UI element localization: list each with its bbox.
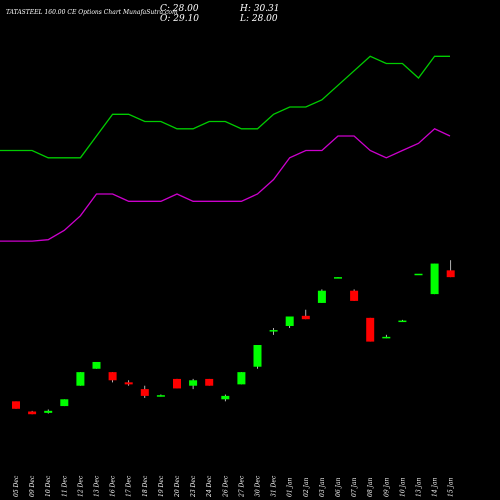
x-tick-label: 03 Jan bbox=[319, 477, 326, 497]
x-tick-label: 05 Dec bbox=[13, 475, 20, 497]
x-tick-label: 11 Dec bbox=[61, 475, 68, 497]
candle-bull bbox=[76, 372, 85, 386]
candle-bull bbox=[156, 395, 165, 397]
x-tick-label: 24 Dec bbox=[206, 475, 213, 498]
candle-bull bbox=[60, 399, 69, 407]
x-tick-label: 09 Jan bbox=[383, 477, 390, 497]
candle-bull bbox=[44, 410, 53, 413]
upper-band-line bbox=[0, 55, 450, 159]
x-tick-label: 23 Dec bbox=[190, 475, 197, 498]
candle-bear bbox=[173, 378, 181, 389]
x-tick-label: 18 Dec bbox=[142, 475, 149, 497]
candle-bull bbox=[237, 372, 246, 385]
candle-bull bbox=[221, 395, 230, 400]
candle-bull bbox=[92, 361, 101, 369]
candle-bull bbox=[253, 345, 262, 367]
candle-bull bbox=[285, 316, 294, 326]
chart-title: TATASTEEL 160.00 CE Options Chart Munafa… bbox=[6, 9, 178, 16]
x-tick-label: 13 Jan bbox=[416, 477, 423, 497]
x-tick-label: 31 Dec bbox=[271, 475, 278, 497]
candle-bear bbox=[301, 315, 310, 320]
x-tick-label: 09 Dec bbox=[29, 475, 36, 497]
x-tick-label: 10 Dec bbox=[45, 475, 52, 497]
close-readout: C: 28.00 bbox=[160, 4, 199, 14]
x-tick-label: 20 Dec bbox=[174, 475, 181, 498]
candle-bear bbox=[12, 401, 20, 409]
candle-bear bbox=[108, 372, 117, 381]
candle-bear bbox=[366, 317, 375, 342]
candle-bull bbox=[430, 263, 439, 295]
x-tick-label: 08 Jan bbox=[367, 477, 374, 497]
x-tick-label: 17 Dec bbox=[126, 475, 133, 497]
candle-bull bbox=[317, 290, 326, 303]
x-tick-label: 12 Dec bbox=[77, 475, 84, 497]
x-tick-label: 10 Jan bbox=[399, 477, 406, 497]
candle-bear bbox=[205, 378, 214, 386]
candle-bear bbox=[140, 389, 149, 396]
candle-bull bbox=[414, 273, 423, 276]
candle-bear bbox=[28, 411, 37, 415]
candle-bear bbox=[446, 270, 455, 278]
candle-bull bbox=[398, 320, 407, 323]
x-tick-label: 02 Jan bbox=[303, 477, 310, 497]
x-tick-label: 13 Dec bbox=[94, 475, 101, 497]
candle-bear bbox=[350, 290, 359, 301]
x-tick-label: 30 Dec bbox=[255, 475, 262, 497]
candle-bull bbox=[189, 380, 198, 386]
x-tick-label: 07 Jan bbox=[351, 477, 358, 497]
lower-band-line bbox=[0, 128, 451, 242]
x-tick-label: 26 Dec bbox=[222, 475, 229, 498]
candle-bull bbox=[269, 330, 278, 332]
x-tick-label: 06 Jan bbox=[335, 477, 342, 497]
x-tick-label: 15 Jan bbox=[448, 477, 455, 497]
open-readout: O: 29.10 bbox=[160, 14, 200, 24]
low-readout: L: 28.00 bbox=[240, 14, 278, 24]
high-readout: H: 30.31 bbox=[240, 4, 280, 14]
x-tick-label: 14 Jan bbox=[432, 477, 439, 497]
x-tick-label: 27 Dec bbox=[238, 475, 245, 498]
candle-bull bbox=[382, 336, 391, 339]
x-tick-label: 01 Jan bbox=[287, 477, 294, 497]
x-tick-label: 16 Dec bbox=[110, 475, 117, 497]
x-tick-label: 19 Dec bbox=[158, 475, 165, 497]
candle-bull bbox=[334, 277, 342, 279]
candle-bear bbox=[124, 382, 133, 385]
